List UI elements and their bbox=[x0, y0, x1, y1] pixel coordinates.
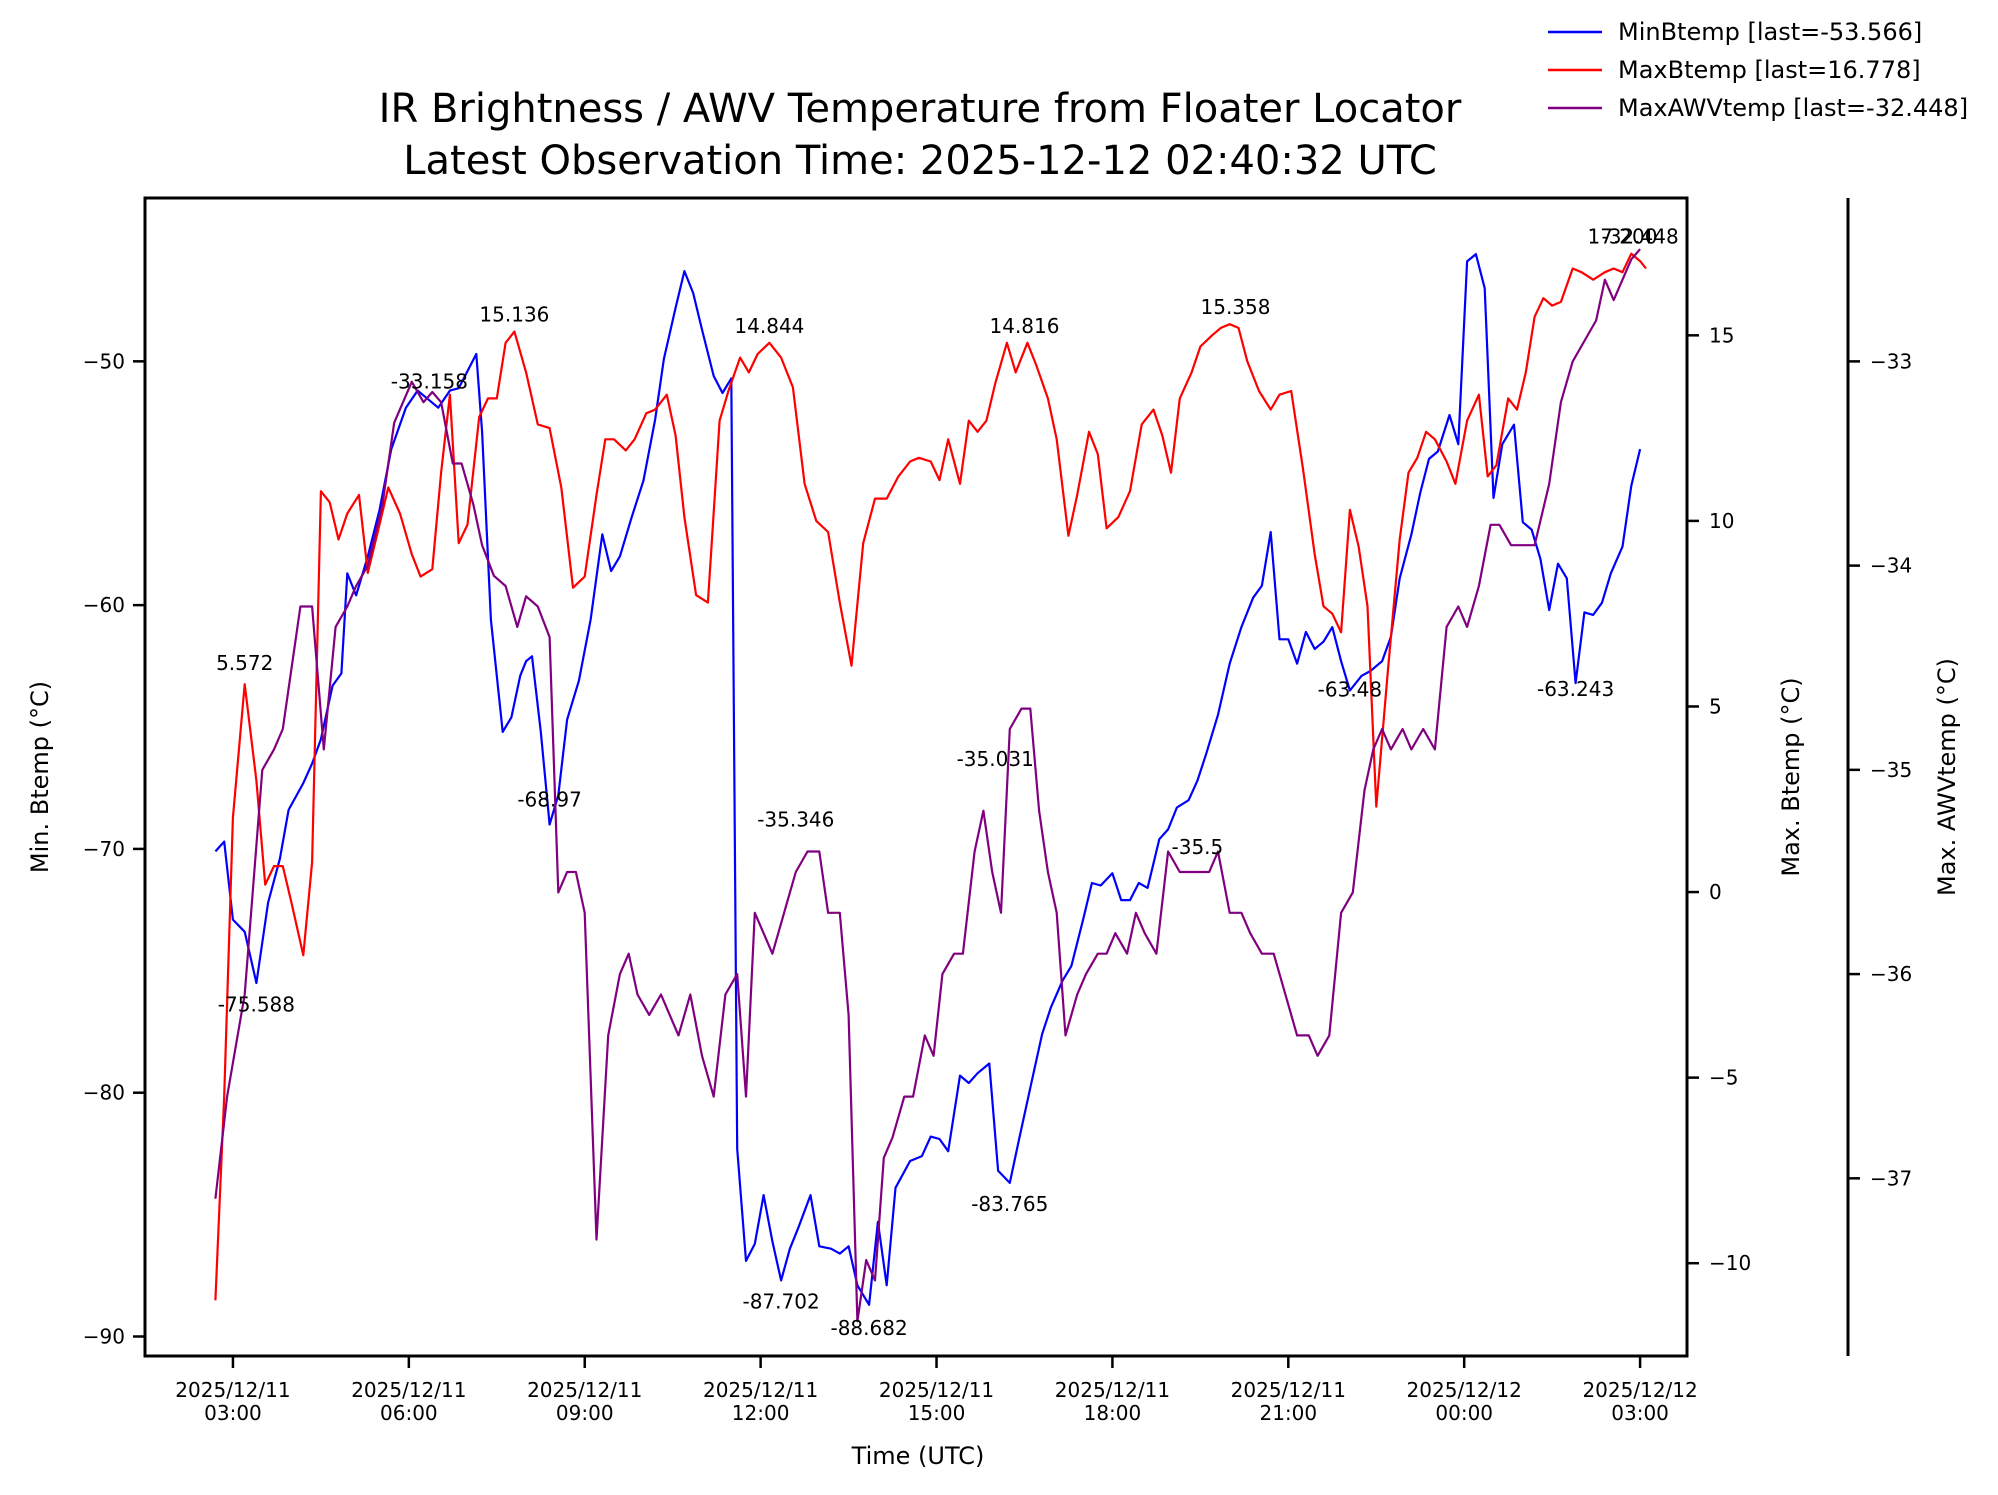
x-tick-label-time: 06:00 bbox=[380, 1401, 438, 1425]
plot-area bbox=[214, 248, 1647, 1323]
legend-label-maxbtemp: MaxBtemp [last=16.778] bbox=[1618, 56, 1921, 84]
x-tick-label-time: 21:00 bbox=[1259, 1401, 1317, 1425]
annotation-label: 17.200 bbox=[1588, 225, 1658, 249]
legend-label-maxawvtemp: MaxAWVtemp [last=-32.448] bbox=[1618, 94, 1968, 122]
y-tick-label-awv: −36 bbox=[1870, 962, 1912, 986]
legend: MinBtemp [last=-53.566] MaxBtemp [last=16… bbox=[1548, 18, 1968, 122]
y-tick-label-max: 0 bbox=[1709, 880, 1722, 904]
y-tick-label-max: 5 bbox=[1709, 694, 1722, 718]
x-axis: 2025/12/1103:002025/12/1106:002025/12/11… bbox=[175, 1356, 1698, 1425]
chart-subtitle: Latest Observation Time: 2025-12-12 02:4… bbox=[403, 138, 1437, 184]
y-axis-label-max: Max. Btemp (°C) bbox=[1777, 677, 1805, 876]
x-tick-label-time: 00:00 bbox=[1435, 1401, 1493, 1425]
x-tick-label-date: 2025/12/11 bbox=[1055, 1378, 1170, 1402]
x-tick-label-time: 03:00 bbox=[204, 1401, 262, 1425]
annotation-label: 14.816 bbox=[990, 314, 1060, 338]
annotation-label: 5.572 bbox=[216, 651, 273, 675]
x-tick-label-date: 2025/12/11 bbox=[703, 1378, 818, 1402]
annotations: -75.588 -33.158 -68.97 -35.346 -87.702 -88.68… bbox=[216, 225, 1679, 1340]
y-tick-label-max: −10 bbox=[1709, 1251, 1751, 1275]
y-tick-label-min: −70 bbox=[83, 837, 125, 861]
annotation-label: -88.682 bbox=[830, 1316, 907, 1340]
y-tick-label-max: 15 bbox=[1709, 323, 1734, 347]
y-axis-label-awv: Max. AWVtemp (°C) bbox=[1933, 658, 1961, 896]
annotation-label: -63.48 bbox=[1318, 678, 1382, 702]
annotation-label: -83.765 bbox=[971, 1192, 1048, 1216]
series-line-minbtemp bbox=[214, 253, 1642, 1306]
x-tick-label-date: 2025/12/12 bbox=[1582, 1378, 1697, 1402]
x-tick-label-date: 2025/12/11 bbox=[175, 1378, 290, 1402]
x-tick-label-date: 2025/12/11 bbox=[527, 1378, 642, 1402]
series-line-maxawvtemp bbox=[214, 248, 1641, 1323]
annotation-label: -35.346 bbox=[757, 808, 834, 832]
annotation-label: -75.588 bbox=[218, 992, 295, 1016]
series-line-maxbtemp bbox=[214, 252, 1647, 1301]
x-tick-label-time: 15:00 bbox=[908, 1401, 966, 1425]
annotation-label: 14.844 bbox=[734, 314, 804, 338]
y-tick-label-awv: −34 bbox=[1870, 554, 1912, 578]
legend-label-minbtemp: MinBtemp [last=-53.566] bbox=[1618, 18, 1922, 46]
y-tick-label-awv: −33 bbox=[1870, 349, 1912, 373]
annotation-label: 15.358 bbox=[1201, 295, 1271, 319]
annotation-label: -63.243 bbox=[1537, 677, 1614, 701]
x-tick-label-time: 12:00 bbox=[732, 1401, 790, 1425]
annotation-label: -35.031 bbox=[957, 747, 1034, 771]
y-tick-label-min: −90 bbox=[83, 1324, 125, 1348]
y-axes: −50 −60 −70 −80 −90 15 10 5 0 −5 −10 −33 −34 −35 −36 −3… bbox=[83, 323, 1912, 1348]
x-tick-label-date: 2025/12/11 bbox=[879, 1378, 994, 1402]
x-tick-label-date: 2025/12/11 bbox=[1231, 1378, 1346, 1402]
y-tick-label-max: −5 bbox=[1709, 1066, 1738, 1090]
annotation-label: 15.136 bbox=[479, 303, 549, 327]
plot-frame bbox=[143, 196, 1689, 1358]
annotation-label: -32.448 bbox=[1601, 225, 1678, 249]
annotation-label: -35.5 bbox=[1172, 835, 1224, 859]
y-axis-label-min: Min. Btemp (°C) bbox=[26, 681, 54, 873]
annotation-label: -33.158 bbox=[391, 369, 468, 393]
chart-title: IR Brightness / AWV Temperature from Flo… bbox=[379, 86, 1462, 132]
y-tick-label-awv: −35 bbox=[1870, 758, 1912, 782]
y-tick-label-min: −60 bbox=[83, 593, 125, 617]
x-tick-label-time: 09:00 bbox=[556, 1401, 614, 1425]
x-tick-label-date: 2025/12/12 bbox=[1407, 1378, 1522, 1402]
x-tick-label-date: 2025/12/11 bbox=[351, 1378, 466, 1402]
x-tick-label-time: 03:00 bbox=[1611, 1401, 1669, 1425]
y-tick-label-max: 10 bbox=[1709, 509, 1734, 533]
annotation-label: -87.702 bbox=[742, 1289, 819, 1313]
annotation-label: -68.97 bbox=[517, 788, 581, 812]
y-tick-label-min: −80 bbox=[83, 1081, 125, 1105]
y-tick-label-min: −50 bbox=[83, 349, 125, 373]
y-tick-label-awv: −37 bbox=[1870, 1166, 1912, 1190]
x-axis-label: Time (UTC) bbox=[851, 1442, 985, 1470]
x-tick-label-time: 18:00 bbox=[1084, 1401, 1142, 1425]
